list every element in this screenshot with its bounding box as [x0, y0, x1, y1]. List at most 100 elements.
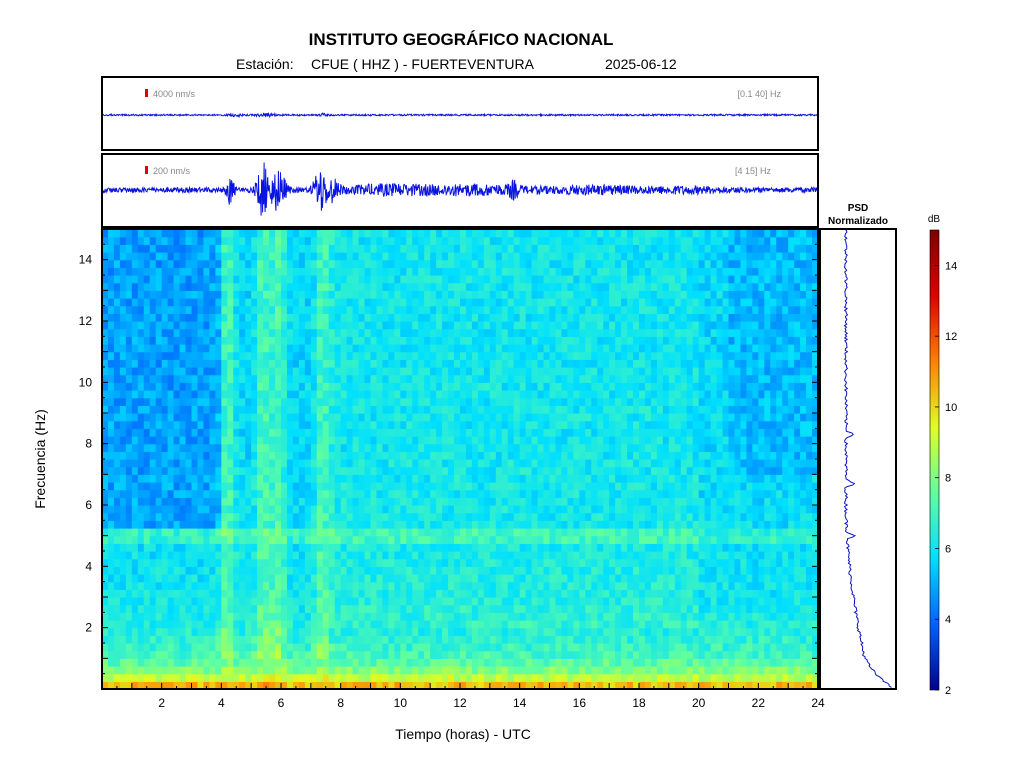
spectrogram-cell	[221, 252, 228, 261]
spectrogram-cell	[352, 367, 360, 376]
spectrogram-cell	[555, 336, 563, 345]
spectrogram-cell	[364, 328, 372, 337]
spectrogram-cell	[322, 520, 330, 529]
spectrogram-cell	[125, 635, 133, 644]
spectrogram-cell	[298, 566, 306, 575]
spectrogram-cell	[275, 597, 282, 606]
spectrogram-cell	[507, 627, 515, 636]
spectrogram-cell	[286, 597, 294, 606]
spectrogram-cell	[286, 313, 294, 322]
spectrogram-cell	[406, 267, 413, 276]
spectrogram-cell	[346, 597, 354, 606]
spectrogram-cell	[310, 505, 318, 514]
spectrogram-cell	[179, 581, 187, 590]
spectrogram-cell	[442, 267, 449, 276]
spectrogram-cell	[346, 505, 354, 514]
spectrogram-cell	[239, 451, 246, 460]
spectrogram-cell	[286, 428, 294, 437]
spectrogram-cell	[292, 620, 300, 629]
spectrogram-cell	[525, 229, 533, 238]
spectrogram-cell	[549, 551, 557, 560]
spectrogram-cell	[400, 305, 407, 314]
spectrogram-cell	[179, 466, 187, 475]
trace-scale-filtered: 200 nm/s	[153, 166, 191, 176]
spectrogram-cell	[418, 382, 425, 391]
spectrogram-cell	[197, 459, 205, 468]
spectrogram-cell	[334, 589, 342, 598]
spectrogram-cell	[161, 336, 169, 345]
spectrogram-cell	[531, 673, 539, 682]
spectrogram-cell	[185, 313, 193, 322]
spectrogram-cell	[364, 367, 372, 376]
spectrogram-cell	[173, 229, 181, 238]
spectrogram-cell	[119, 420, 127, 429]
spectrogram-cell	[549, 558, 557, 567]
spectrogram-cell	[203, 451, 210, 460]
spectrogram-cell	[537, 252, 545, 261]
spectrogram-cell	[263, 535, 270, 544]
spectrogram-cell	[263, 650, 270, 659]
spectrogram-cell	[215, 627, 222, 636]
spectrogram-cell	[281, 505, 288, 514]
spectrogram-cell	[155, 298, 163, 307]
spectrogram-cell	[197, 520, 205, 529]
spectrogram-cell	[281, 597, 288, 606]
spectrogram-cell	[245, 658, 252, 667]
spectrogram-cell	[107, 489, 115, 498]
spectrogram-cell	[424, 328, 431, 337]
spectrogram-cell	[489, 344, 497, 353]
spectrogram-cell	[394, 236, 401, 245]
spectrogram-cell	[507, 428, 515, 437]
spectrogram-cell	[251, 351, 258, 360]
spectrogram-cell	[281, 436, 288, 445]
spectrogram-cell	[561, 382, 568, 391]
spectrogram-cell	[107, 497, 115, 506]
spectrogram-cell	[209, 428, 216, 437]
spectrogram-cell	[442, 543, 449, 552]
spectrogram-cell	[382, 574, 389, 583]
spectrogram-cell	[119, 566, 127, 575]
spectrogram-cell	[352, 466, 360, 475]
spectrogram-cell	[298, 382, 306, 391]
spectrogram-cell	[436, 581, 443, 590]
spectrogram-cell	[143, 267, 151, 276]
spectrogram-cell	[412, 252, 419, 261]
spectrogram-cell	[352, 558, 360, 567]
spectrogram-cell	[310, 620, 318, 629]
spectrogram-cell	[585, 597, 592, 606]
spectrogram-cell	[567, 643, 574, 652]
spectrogram-cell	[137, 397, 145, 406]
spectrogram-cell	[460, 443, 467, 452]
spectrogram-cell	[513, 420, 521, 429]
spectrogram-cell	[579, 236, 586, 245]
spectrogram-cell	[591, 528, 598, 537]
spectrogram-cell	[197, 428, 205, 437]
spectrogram-cell	[579, 305, 586, 314]
spectrogram-cell	[543, 482, 551, 491]
spectrogram-cell	[531, 466, 539, 475]
spectrogram-cell	[483, 543, 491, 552]
spectrogram-cell	[322, 328, 330, 337]
spectrogram-cell	[316, 635, 324, 644]
spectrogram-cell	[322, 535, 330, 544]
spectrogram-cell	[412, 321, 419, 330]
spectrogram-cell	[322, 344, 330, 353]
spectrogram-cell	[585, 359, 592, 368]
spectrogram-cell	[412, 597, 419, 606]
spectrogram-cell	[412, 236, 419, 245]
spectrogram-cell	[257, 451, 264, 460]
spectrogram-cell	[239, 244, 246, 253]
spectrogram-cell	[137, 298, 145, 307]
spectrogram-cell	[257, 681, 264, 689]
spectrogram-cell	[370, 528, 378, 537]
spectrogram-cell	[257, 367, 264, 376]
spectrogram-cell	[465, 566, 473, 575]
spectrogram-cell	[418, 581, 425, 590]
spectrogram-cell	[406, 643, 413, 652]
spectrogram-cell	[567, 436, 574, 445]
spectrogram-cell	[292, 566, 300, 575]
spectrogram-cell	[346, 574, 354, 583]
spectrogram-cell	[131, 321, 139, 330]
spectrogram-cell	[191, 328, 199, 337]
spectrogram-cell	[519, 344, 527, 353]
